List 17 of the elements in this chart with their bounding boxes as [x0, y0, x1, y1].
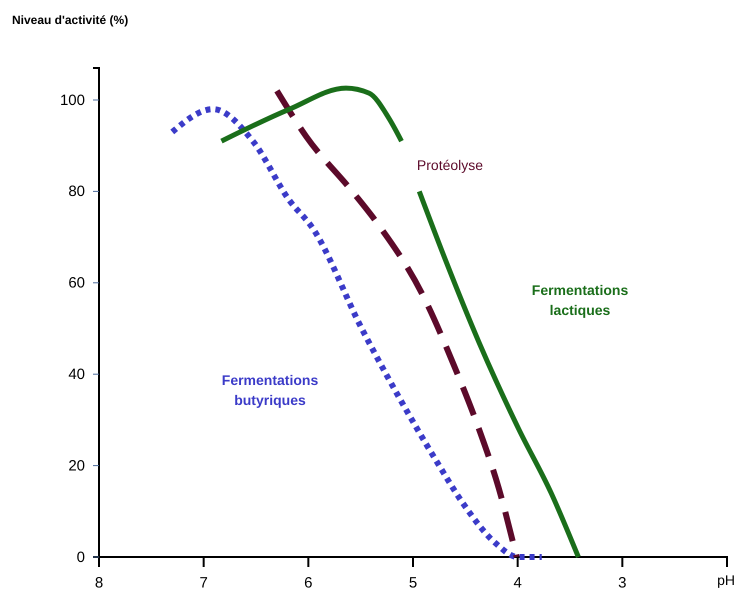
y-tick-label: 0 — [76, 548, 85, 566]
x-tick-label: 7 — [199, 574, 208, 592]
y-axis-title: Niveau d'activité (%) — [12, 13, 128, 27]
x-tick-label: 3 — [618, 574, 627, 592]
y-tick-label: 20 — [68, 457, 85, 474]
text: Fermentations butyriques — [222, 372, 318, 408]
text: Protéolyse — [416, 157, 484, 173]
x-axis-title: pH — [717, 572, 735, 588]
x-tick-label: 5 — [408, 574, 418, 592]
y-tick-label: 100 — [60, 92, 85, 109]
y-tick-label: 80 — [68, 183, 85, 200]
x-tick-label: 4 — [513, 574, 522, 592]
x-tick-label: 8 — [94, 574, 104, 592]
x-tick-label: 6 — [304, 574, 313, 592]
y-tick-label: 60 — [68, 274, 85, 292]
y-tick-label: 40 — [68, 366, 85, 383]
text: Fermentations lactiques — [532, 282, 628, 318]
